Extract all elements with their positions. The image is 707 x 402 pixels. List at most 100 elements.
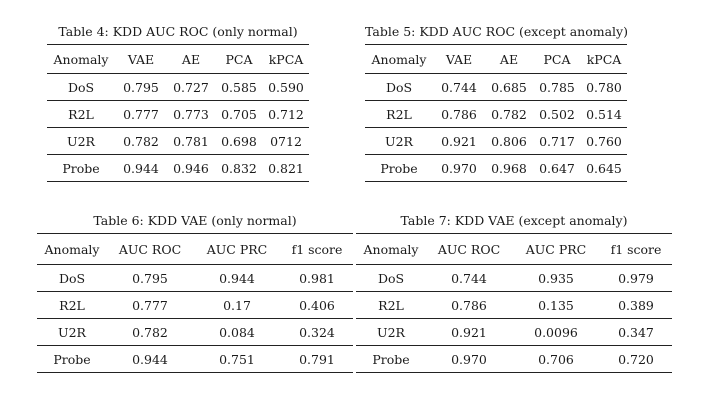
table-cell: 0.744 <box>441 79 477 95</box>
column-header: kPCA <box>586 51 622 67</box>
table-cell: U2R <box>67 133 95 149</box>
table-cell: 0.786 <box>441 106 477 122</box>
column-header: PCA <box>225 51 253 67</box>
table-cell: 0.406 <box>299 297 335 313</box>
table-5: Table 5: KDD AUC ROC (except anomaly) An… <box>365 24 628 182</box>
table-cell: 0.502 <box>539 106 575 122</box>
column-header: AE <box>499 51 519 67</box>
table-cell: 0.712 <box>268 106 304 122</box>
table-cell: R2L <box>59 297 85 313</box>
table-cell: U2R <box>58 324 86 340</box>
table-cell: 0.806 <box>491 133 527 149</box>
table-cell: 0.821 <box>268 160 304 176</box>
table-caption: Table 5: KDD AUC ROC (except anomaly) <box>365 24 628 39</box>
table-cell: U2R <box>385 133 413 149</box>
table-cell: 0.780 <box>586 79 622 95</box>
table-row: U2R 0.921 0.0096 0.347 <box>356 318 672 346</box>
table-cell: 0712 <box>270 133 302 149</box>
header-row: Anomaly AUC ROC AUC PRC f1 score <box>37 233 353 265</box>
table-cell: 0.970 <box>451 351 487 367</box>
table-cell: 0.791 <box>299 351 335 367</box>
column-header: VAE <box>445 51 473 67</box>
table-row: DoS 0.795 0.944 0.981 <box>37 264 353 292</box>
table-cell: DoS <box>377 270 405 286</box>
table-row: R2L 0.786 0.782 0.502 0.514 <box>365 100 627 128</box>
table-cell: 0.777 <box>123 106 159 122</box>
table-cell: 0.347 <box>618 324 654 340</box>
results-table: Anomaly VAE AE PCA kPCA DoS 0.795 0.727 … <box>47 44 309 182</box>
table-cell: 0.0096 <box>534 324 578 340</box>
table-cell: 0.084 <box>219 324 255 340</box>
table-cell: 0.777 <box>132 297 168 313</box>
table-cell: Probe <box>372 351 410 367</box>
table-cell: Probe <box>380 160 418 176</box>
table-cell: 0.782 <box>132 324 168 340</box>
table-row: Probe 0.944 0.751 0.791 <box>37 345 353 373</box>
table-cell: DoS <box>67 79 95 95</box>
column-header: VAE <box>127 51 155 67</box>
table-cell: 0.706 <box>538 351 574 367</box>
column-header: AE <box>181 51 201 67</box>
table-cell: 0.921 <box>451 324 487 340</box>
table-cell: 0.324 <box>299 324 335 340</box>
table-row: R2L 0.777 0.17 0.406 <box>37 291 353 319</box>
table-cell: 0.590 <box>268 79 304 95</box>
table-caption: Table 7: KDD VAE (except anomaly) <box>400 213 628 228</box>
table-row: Probe 0.970 0.706 0.720 <box>356 345 672 373</box>
table-cell: 0.647 <box>539 160 575 176</box>
column-header: f1 score <box>291 241 343 257</box>
table-cell: 0.981 <box>299 270 335 286</box>
column-header: kPCA <box>268 51 304 67</box>
table-row: R2L 0.786 0.135 0.389 <box>356 291 672 319</box>
column-header: Anomaly <box>44 241 100 257</box>
column-header: Anomaly <box>371 51 427 67</box>
table-caption: Table 4: KDD AUC ROC (only normal) <box>58 24 298 39</box>
table-cell: 0.944 <box>219 270 255 286</box>
table-cell: 0.17 <box>223 297 251 313</box>
table-cell: 0.705 <box>221 106 257 122</box>
table-cell: R2L <box>378 297 404 313</box>
table-cell: 0.389 <box>618 297 654 313</box>
table-cell: U2R <box>377 324 405 340</box>
results-table: Anomaly AUC ROC AUC PRC f1 score DoS 0.7… <box>37 233 353 373</box>
table-cell: 0.921 <box>441 133 477 149</box>
table-cell: 0.781 <box>173 133 209 149</box>
table-cell: 0.795 <box>123 79 159 95</box>
table-cell: 0.645 <box>586 160 622 176</box>
table-cell: 0.944 <box>123 160 159 176</box>
column-header: f1 score <box>610 241 662 257</box>
table-cell: DoS <box>385 79 413 95</box>
column-header: AUC ROC <box>437 241 501 257</box>
table-cell: R2L <box>386 106 412 122</box>
table-cell: 0.744 <box>451 270 487 286</box>
table-row: DoS 0.795 0.727 0.585 0.590 <box>47 73 309 101</box>
table-cell: 0.944 <box>132 351 168 367</box>
header-row: Anomaly AUC ROC AUC PRC f1 score <box>356 233 672 265</box>
column-header: Anomaly <box>53 51 109 67</box>
column-header: AUC ROC <box>118 241 182 257</box>
table-cell: 0.717 <box>539 133 575 149</box>
table-row: DoS 0.744 0.685 0.785 0.780 <box>365 73 627 101</box>
table-cell: 0.751 <box>219 351 255 367</box>
column-header: AUC PRC <box>525 241 587 257</box>
table-cell: 0.585 <box>221 79 257 95</box>
table-cell: 0.832 <box>221 160 257 176</box>
table-row: U2R 0.921 0.806 0.717 0.760 <box>365 127 627 155</box>
table-cell: 0.782 <box>491 106 527 122</box>
table-cell: 0.970 <box>441 160 477 176</box>
results-table: Anomaly AUC ROC AUC PRC f1 score DoS 0.7… <box>356 233 672 373</box>
table-cell: 0.685 <box>491 79 527 95</box>
header-row: Anomaly VAE AE PCA kPCA <box>365 44 627 74</box>
table-cell: 0.979 <box>618 270 654 286</box>
table-row: Probe 0.970 0.968 0.647 0.645 <box>365 154 627 182</box>
column-header: PCA <box>543 51 571 67</box>
header-row: Anomaly VAE AE PCA kPCA <box>47 44 309 74</box>
table-cell: 0.786 <box>451 297 487 313</box>
table-7: Table 7: KDD VAE (except anomaly) Anomal… <box>356 213 672 373</box>
table-cell: 0.795 <box>132 270 168 286</box>
table-cell: 0.135 <box>538 297 574 313</box>
table-cell: 0.698 <box>221 133 257 149</box>
table-cell: 0.720 <box>618 351 654 367</box>
table-cell: 0.760 <box>586 133 622 149</box>
table-cell: 0.946 <box>173 160 209 176</box>
